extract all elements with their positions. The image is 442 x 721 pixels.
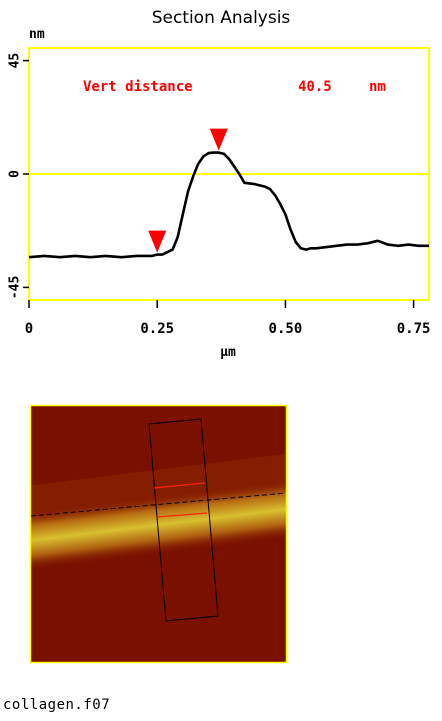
vert-distance-unit: nm bbox=[369, 79, 386, 95]
section-averaging-box[interactable] bbox=[148, 418, 219, 622]
cursor-line-bottom[interactable] bbox=[156, 512, 208, 518]
x-tick-label: 0.50 bbox=[269, 321, 303, 337]
vert-distance-value: 40.5 bbox=[298, 79, 332, 95]
profile-trace-group bbox=[28, 151, 429, 259]
cursor-line-top[interactable] bbox=[153, 482, 206, 489]
y-tick-label: 45 bbox=[8, 53, 23, 69]
y-axis-unit-label: nm bbox=[29, 27, 45, 42]
image-frame bbox=[29, 404, 288, 664]
y-tick-label: 0 bbox=[8, 170, 23, 178]
section-profile-chart: -45 0 45 0 0.25 0.50 0.75 Vert distance 40.5 n… bbox=[8, 47, 431, 360]
section-line[interactable] bbox=[30, 492, 287, 517]
chart-title: Section Analysis bbox=[151, 8, 291, 28]
cursor-marker bbox=[148, 230, 167, 253]
x-tick-label: 0.25 bbox=[140, 321, 174, 337]
ticks-group: -45 0 45 0 0.25 0.50 0.75 bbox=[8, 53, 431, 337]
vert-distance-label: Vert distance bbox=[83, 79, 193, 95]
collagen-fiber bbox=[31, 475, 286, 572]
cursor-marker bbox=[209, 128, 228, 151]
afm-height-image bbox=[29, 404, 288, 664]
file-name-label: collagen.f07 bbox=[3, 697, 111, 713]
cursor-markers-group bbox=[148, 128, 228, 253]
profile-trace bbox=[28, 151, 429, 259]
x-tick-label: 0 bbox=[25, 321, 33, 337]
y-tick-label: -45 bbox=[8, 276, 23, 299]
x-tick-label: 0.75 bbox=[397, 321, 431, 337]
x-axis-unit-label: µm bbox=[220, 345, 236, 360]
